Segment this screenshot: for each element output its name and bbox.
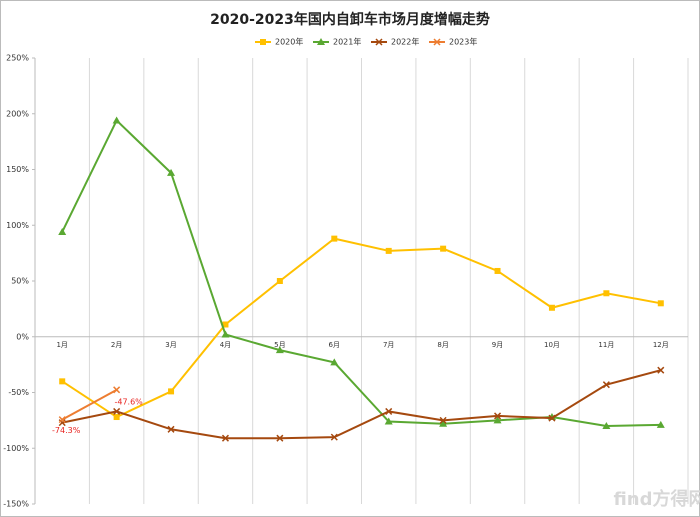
y-tick-label: 50% (11, 277, 29, 286)
marker (276, 278, 283, 284)
marker (602, 381, 610, 389)
x-tick-label: 10月 (544, 341, 560, 349)
marker (440, 245, 447, 252)
marker (439, 416, 447, 424)
marker (494, 267, 501, 274)
series-line (61, 388, 118, 421)
y-tick-label: -100% (3, 444, 29, 453)
watermark: find方得网 (613, 488, 700, 510)
marker (385, 407, 393, 415)
x-tick-label: 9月 (492, 341, 503, 349)
x-tick-label: 6月 (329, 341, 340, 349)
marker (221, 330, 230, 338)
x-tick-label: 8月 (437, 341, 448, 349)
marker (59, 378, 66, 385)
y-tick-label: -50% (8, 388, 29, 397)
series-line (61, 118, 661, 427)
x-tick-label: 12月 (653, 341, 669, 349)
marker (112, 116, 121, 124)
marker (113, 414, 120, 421)
marker (58, 227, 67, 235)
marker (375, 38, 383, 46)
x-tick-label: 7月 (383, 341, 394, 349)
marker (167, 425, 175, 433)
legend-label: 2020年 (275, 37, 303, 47)
legend-label: 2021年 (333, 37, 361, 47)
x-tick-label: 1月 (56, 341, 67, 349)
y-tick-label: -150% (3, 500, 29, 509)
y-tick-label: 250% (6, 54, 29, 63)
marker (317, 38, 325, 45)
marker (439, 419, 448, 427)
marker (493, 416, 502, 424)
marker (657, 300, 664, 307)
y-tick-label: 200% (6, 109, 29, 118)
marker (222, 321, 229, 328)
marker (168, 388, 175, 395)
series-line (62, 369, 662, 440)
x-tick-label: 3月 (165, 341, 176, 349)
marker (330, 433, 338, 441)
marker (602, 421, 611, 429)
marker (113, 386, 121, 394)
marker (494, 412, 502, 420)
marker (275, 346, 284, 354)
marker (113, 407, 121, 415)
marker (548, 304, 555, 311)
marker (656, 420, 665, 428)
marker (548, 414, 556, 422)
legend-label: 2023年 (449, 37, 477, 47)
marker (657, 366, 665, 374)
data-label: -47.6% (114, 397, 143, 406)
legend-label: 2022年 (391, 37, 419, 47)
y-tick-label: 100% (6, 221, 29, 230)
marker (331, 235, 338, 242)
chart-title: 2020-2023年国内自卸车市场月度增幅走势 (210, 11, 490, 28)
marker (221, 434, 229, 442)
marker (603, 290, 610, 297)
series-line (61, 237, 661, 419)
x-tick-label: 2月 (111, 341, 122, 349)
data-label: -74.3% (52, 426, 81, 435)
marker (260, 39, 266, 45)
marker (384, 417, 393, 425)
marker (58, 416, 66, 424)
marker (433, 38, 441, 46)
x-tick-label: 4月 (220, 341, 231, 349)
marker (330, 358, 339, 366)
marker (385, 247, 392, 254)
marker (167, 168, 176, 176)
marker (276, 434, 284, 442)
x-tick-label: 11月 (598, 341, 614, 349)
y-tick-label: 0% (16, 332, 29, 341)
y-tick-label: 150% (6, 165, 29, 174)
x-tick-label: 5月 (274, 341, 285, 349)
